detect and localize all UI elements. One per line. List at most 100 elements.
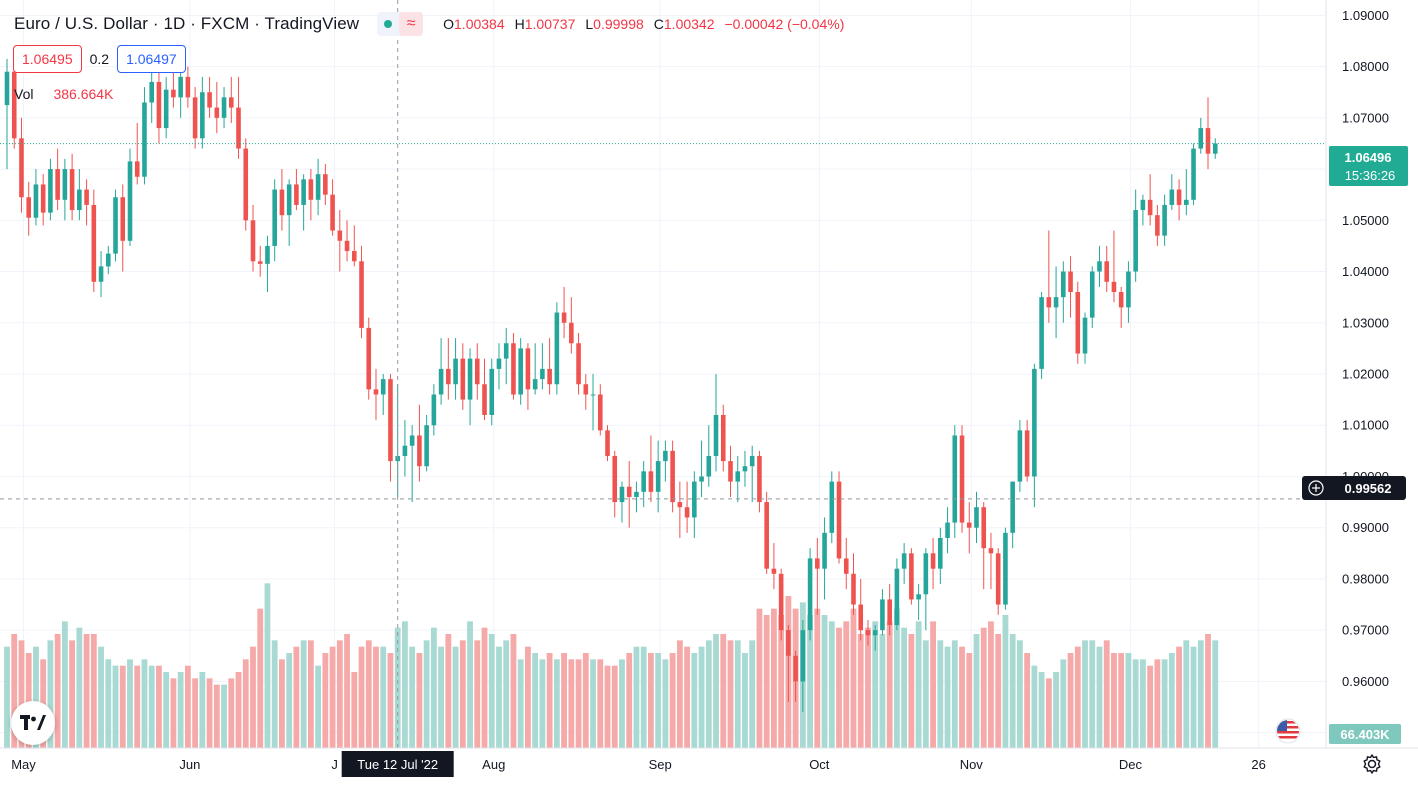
volume-bar [763, 615, 770, 748]
candle-body [351, 251, 357, 262]
candle-body [388, 379, 393, 462]
candle-body [1133, 210, 1138, 272]
candle-body [916, 594, 921, 600]
buy-button[interactable]: 1.06497 [117, 45, 186, 73]
candle-body [1082, 317, 1088, 354]
candle-body [1003, 532, 1008, 605]
candle-body [26, 197, 32, 218]
price-scale[interactable]: 1.090001.080001.070001.060001.050001.040… [1342, 8, 1389, 740]
volume-bar [264, 583, 271, 748]
candle-body [221, 97, 227, 118]
candle-body [880, 599, 885, 631]
volume-bar [995, 634, 1002, 748]
volume-legend[interactable]: Vol 386.664K [14, 86, 113, 102]
candle-body [684, 507, 690, 518]
candle-body [127, 161, 133, 241]
candle-body [590, 394, 596, 396]
open-value: 1.00384 [454, 16, 505, 32]
last-price-badge: 1.06496 15:36:26 [1329, 146, 1408, 186]
volume-bar [561, 653, 567, 748]
volume-bar [604, 665, 611, 748]
candle-body [981, 507, 987, 549]
volume-bar [365, 640, 372, 748]
volume-bar [959, 646, 965, 748]
volume-bar [1190, 646, 1197, 748]
candle-body [836, 481, 842, 559]
crosshair-date-badge: Tue 12 Jul '22 [341, 751, 454, 777]
candle-body [257, 261, 263, 264]
candle-body [134, 161, 140, 177]
volume-bar [156, 665, 162, 748]
price-tick-label: 1.05000 [1342, 213, 1389, 228]
volume-bar [257, 608, 264, 748]
volume-bar [655, 653, 662, 748]
countdown-label: 15:36:26 [1345, 168, 1396, 183]
volume-bar [922, 640, 929, 748]
candle-body [308, 179, 314, 200]
volume-bar [315, 665, 322, 748]
volume-bar [966, 653, 973, 748]
candle-body [417, 435, 422, 467]
candle-body [641, 471, 646, 492]
candle-body [503, 343, 509, 359]
volume-bar [467, 621, 473, 748]
candle-body [959, 435, 965, 523]
time-scale[interactable]: May Jun J Aug Sep Oct Nov Dec 26 [11, 757, 1266, 772]
volume-bar [590, 659, 596, 748]
volume-bar [1009, 634, 1016, 748]
us-eu-flag-icon[interactable] [1275, 718, 1301, 744]
candle-body [764, 502, 769, 569]
volume-bar [1161, 659, 1168, 748]
ohlc-values: O1.00384 H1.00737 L0.99998 C1.00342 −0.0… [443, 16, 845, 32]
candle-body [1184, 199, 1189, 205]
volume-bar [1168, 653, 1175, 748]
time-tick-label: Aug [482, 757, 505, 772]
volume-bar [857, 634, 864, 748]
volume-bar [640, 646, 647, 748]
candle-body [728, 461, 733, 482]
candle-body [909, 553, 914, 600]
volume-bar [1118, 653, 1125, 748]
volume-bar [517, 659, 524, 748]
candle-body [612, 455, 618, 503]
volume-bar [720, 634, 727, 748]
candle-body [48, 169, 53, 213]
volume-bar [307, 640, 314, 748]
symbol-title[interactable]: Euro / U.S. Dollar · 1D · FXCM · Trading… [14, 14, 360, 33]
candle-body [446, 368, 451, 385]
volume-bar [1147, 665, 1154, 748]
candle-body [858, 604, 864, 631]
candle-body [619, 486, 625, 503]
candle-body [1126, 271, 1131, 308]
volume-bar [336, 640, 343, 748]
candle-body [1155, 215, 1160, 236]
candle-body [1010, 481, 1015, 533]
volume-bar [61, 621, 68, 748]
plus-circle-icon[interactable] [1308, 480, 1324, 496]
volume-bar [18, 640, 25, 748]
volume-bar [474, 640, 481, 748]
volume-bar [33, 646, 39, 748]
candle-body [829, 481, 835, 533]
sell-button[interactable]: 1.06495 [13, 45, 82, 73]
data-delay-icon[interactable]: ≈ [399, 12, 424, 36]
volume-bar [177, 672, 184, 748]
volume-bar [184, 665, 191, 748]
gear-icon[interactable] [1360, 752, 1384, 776]
time-tick-label: Dec [1119, 757, 1143, 772]
candle-body [1140, 199, 1146, 211]
candle-body [373, 389, 379, 395]
change-value: −0.00042 (−0.04%) [724, 16, 845, 32]
price-tick-label: 1.08000 [1342, 59, 1389, 74]
volume-bar [828, 621, 835, 748]
candle-body [778, 573, 784, 631]
status-pills: ≈ [377, 12, 424, 36]
volume-bar [915, 621, 922, 748]
tradingview-logo-icon[interactable] [11, 701, 55, 745]
price-tick-label: 1.07000 [1342, 110, 1389, 125]
volume-bar [488, 634, 495, 748]
market-open-icon[interactable] [377, 12, 399, 36]
volume-bar [778, 615, 785, 748]
time-tick-label: Nov [960, 757, 984, 772]
